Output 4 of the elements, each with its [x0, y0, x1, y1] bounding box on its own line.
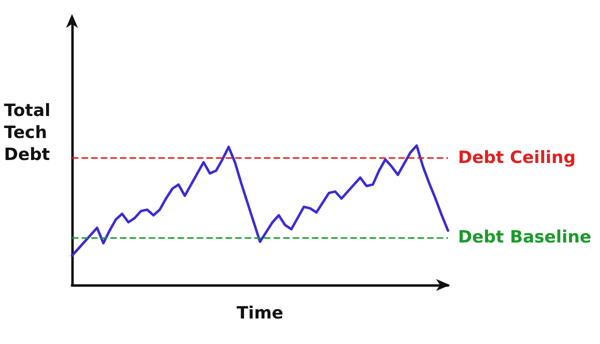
x-axis-title: Time — [236, 304, 284, 324]
ref-line-label: Debt Ceiling — [458, 148, 576, 168]
ref-line-label: Debt Baseline — [458, 228, 592, 248]
y-axis-title: Total Tech Debt — [4, 101, 50, 165]
